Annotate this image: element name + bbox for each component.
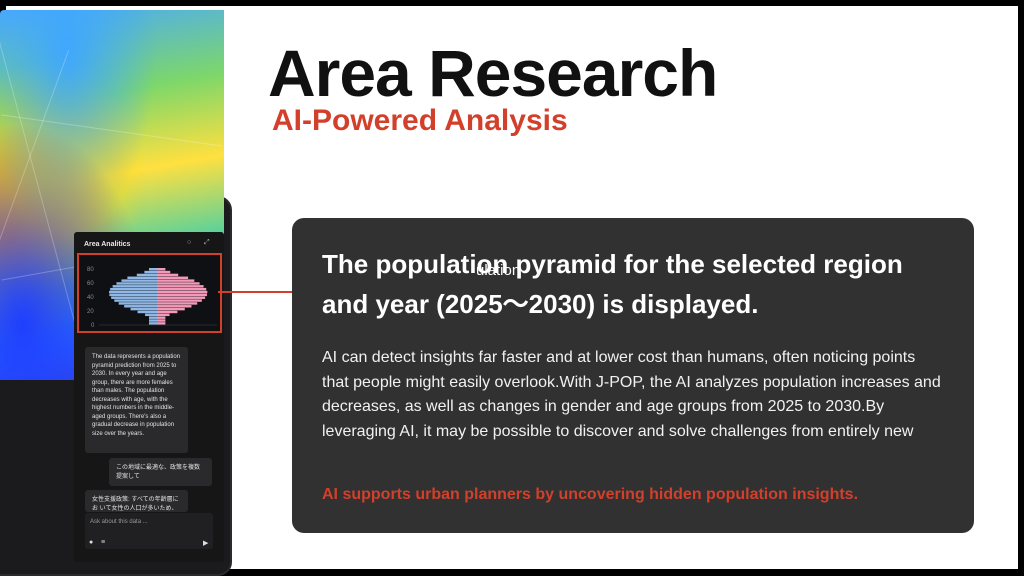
ask-input[interactable]: Ask about this data ... ● ≡ ▶ bbox=[85, 513, 213, 549]
male-bar bbox=[130, 307, 157, 311]
send-icon[interactable]: ▶ bbox=[203, 540, 209, 547]
slide-subtitle: AI-Powered Analysis bbox=[272, 104, 568, 137]
ai-response-text: The data represents a population pyramid… bbox=[92, 354, 181, 437]
info-card: The population pyramid for the selected … bbox=[292, 218, 974, 533]
female-bar bbox=[157, 313, 170, 317]
male-bar bbox=[109, 290, 157, 294]
location-icon[interactable]: ● bbox=[89, 539, 94, 546]
male-bar bbox=[118, 302, 157, 305]
male-bar bbox=[149, 322, 157, 325]
female-bar bbox=[157, 290, 208, 294]
overlay-text: ulation bbox=[476, 262, 521, 279]
ai-response-message: 女性支援政策: すべての年齢層にお いて女性の人口が多いため、特に bbox=[85, 490, 188, 512]
female-bar bbox=[157, 276, 189, 279]
female-bar bbox=[157, 270, 171, 274]
circle-icon[interactable]: ○ bbox=[187, 239, 192, 246]
female-bar bbox=[157, 299, 202, 302]
ai-response-text: 女性支援政策: すべての年齢層にお いて女性の人口が多いため、特に bbox=[92, 497, 179, 512]
male-bar bbox=[145, 313, 157, 317]
male-bar bbox=[149, 319, 157, 322]
population-pyramid-chart: 80 60 40 20 0 bbox=[77, 253, 222, 333]
male-bar bbox=[136, 273, 157, 277]
male-bar bbox=[144, 270, 157, 274]
female-bar bbox=[157, 310, 178, 314]
female-bar bbox=[157, 287, 207, 291]
analytics-panel: Area Analitics ○ ⤢ 80 60 40 20 0 The dat… bbox=[74, 232, 224, 562]
female-bar bbox=[157, 293, 207, 297]
female-bar bbox=[157, 307, 185, 311]
y-tick: 80 bbox=[87, 267, 94, 273]
male-bar bbox=[112, 285, 157, 288]
expand-icon[interactable]: ⤢ bbox=[204, 239, 210, 246]
ask-placeholder: Ask about this data ... bbox=[90, 519, 148, 525]
male-bar bbox=[127, 276, 157, 279]
card-body-text: AI can detect insights far faster and at… bbox=[322, 349, 941, 440]
female-bar bbox=[157, 282, 200, 285]
male-bar bbox=[116, 282, 157, 285]
list-icon[interactable]: ≡ bbox=[101, 539, 106, 546]
card-headline: The population pyramid for the selected … bbox=[322, 249, 903, 319]
y-tick: 0 bbox=[91, 323, 95, 329]
female-bar bbox=[157, 285, 204, 288]
male-bar bbox=[149, 316, 157, 319]
card-accent-text: AI supports urban planners by uncovering… bbox=[322, 486, 859, 503]
user-message-text: この地域に最適な、政策を複数提案して bbox=[116, 465, 201, 480]
connector-line bbox=[218, 291, 298, 293]
male-bar bbox=[109, 293, 157, 297]
slide-title: Area Research bbox=[268, 36, 718, 110]
male-bar bbox=[124, 305, 157, 308]
female-bar bbox=[157, 302, 198, 305]
ai-response-message: The data represents a population pyramid… bbox=[85, 347, 188, 453]
user-message: この地域に最適な、政策を複数提案して bbox=[109, 458, 212, 486]
male-bar bbox=[111, 296, 157, 299]
male-bar bbox=[137, 310, 157, 314]
male-bar bbox=[114, 299, 157, 302]
male-bar bbox=[149, 268, 157, 271]
female-bar bbox=[157, 316, 166, 319]
female-bar bbox=[157, 268, 166, 271]
female-bar bbox=[157, 273, 179, 277]
male-bar bbox=[121, 279, 157, 282]
female-bar bbox=[157, 279, 195, 282]
male-bar bbox=[110, 287, 157, 291]
y-tick: 60 bbox=[87, 281, 94, 287]
female-bar bbox=[157, 322, 166, 325]
female-bar bbox=[157, 319, 166, 322]
y-tick: 20 bbox=[87, 309, 94, 315]
panel-title: Area Analitics bbox=[84, 241, 131, 248]
y-tick: 40 bbox=[87, 295, 94, 301]
female-bar bbox=[157, 296, 206, 299]
female-bar bbox=[157, 305, 192, 308]
